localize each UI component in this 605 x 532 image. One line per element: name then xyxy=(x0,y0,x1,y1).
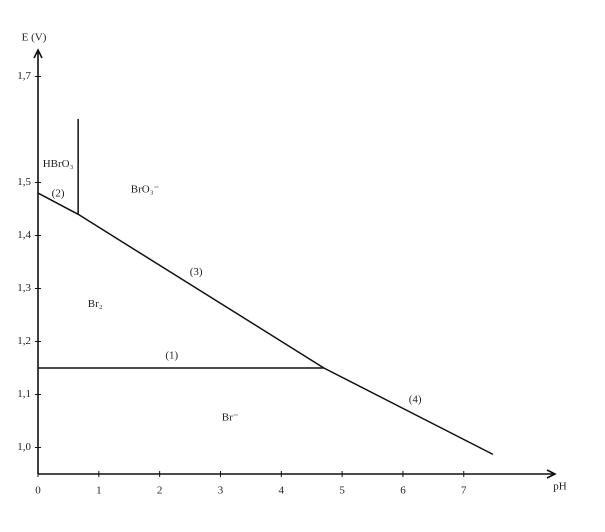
y-tick-label: 1,5 xyxy=(17,176,31,188)
x-tick-label: 3 xyxy=(218,485,224,497)
annotation: BrO₃⁻ xyxy=(131,183,160,195)
y-tick-label: 1,2 xyxy=(17,335,31,347)
x-axis xyxy=(38,469,557,479)
annotation: (3) xyxy=(190,266,203,278)
y-axis-label: E (V) xyxy=(22,32,47,44)
boundary-line xyxy=(77,213,325,369)
x-tick-label: 0 xyxy=(35,485,41,497)
y-tick-label: 1,0 xyxy=(17,441,31,453)
annotation: HBrO₃ xyxy=(43,158,74,170)
x-tick-label: 6 xyxy=(400,485,406,497)
y-tick-label: 1,1 xyxy=(17,388,31,400)
y-tick-label: 1,4 xyxy=(17,229,31,241)
annotation: (4) xyxy=(409,393,422,405)
x-axis-label: pH xyxy=(553,481,567,493)
annotation: Br⁻ xyxy=(222,411,239,423)
x-tick-label: 4 xyxy=(279,485,285,497)
boundary-line xyxy=(37,192,79,215)
y-tick-label: 1,3 xyxy=(17,282,31,294)
x-tick-label: 7 xyxy=(461,485,467,497)
annotation: (2) xyxy=(52,188,65,200)
x-tick-label: 5 xyxy=(339,485,345,497)
x-tick-label: 2 xyxy=(157,485,163,497)
y-tick-label: 1,7 xyxy=(17,70,31,82)
annotation: Br₂ xyxy=(88,298,103,310)
x-tick-label: 1 xyxy=(96,485,102,497)
annotation: (1) xyxy=(165,349,178,361)
y-axis xyxy=(33,48,43,474)
boundary-line xyxy=(323,367,494,456)
